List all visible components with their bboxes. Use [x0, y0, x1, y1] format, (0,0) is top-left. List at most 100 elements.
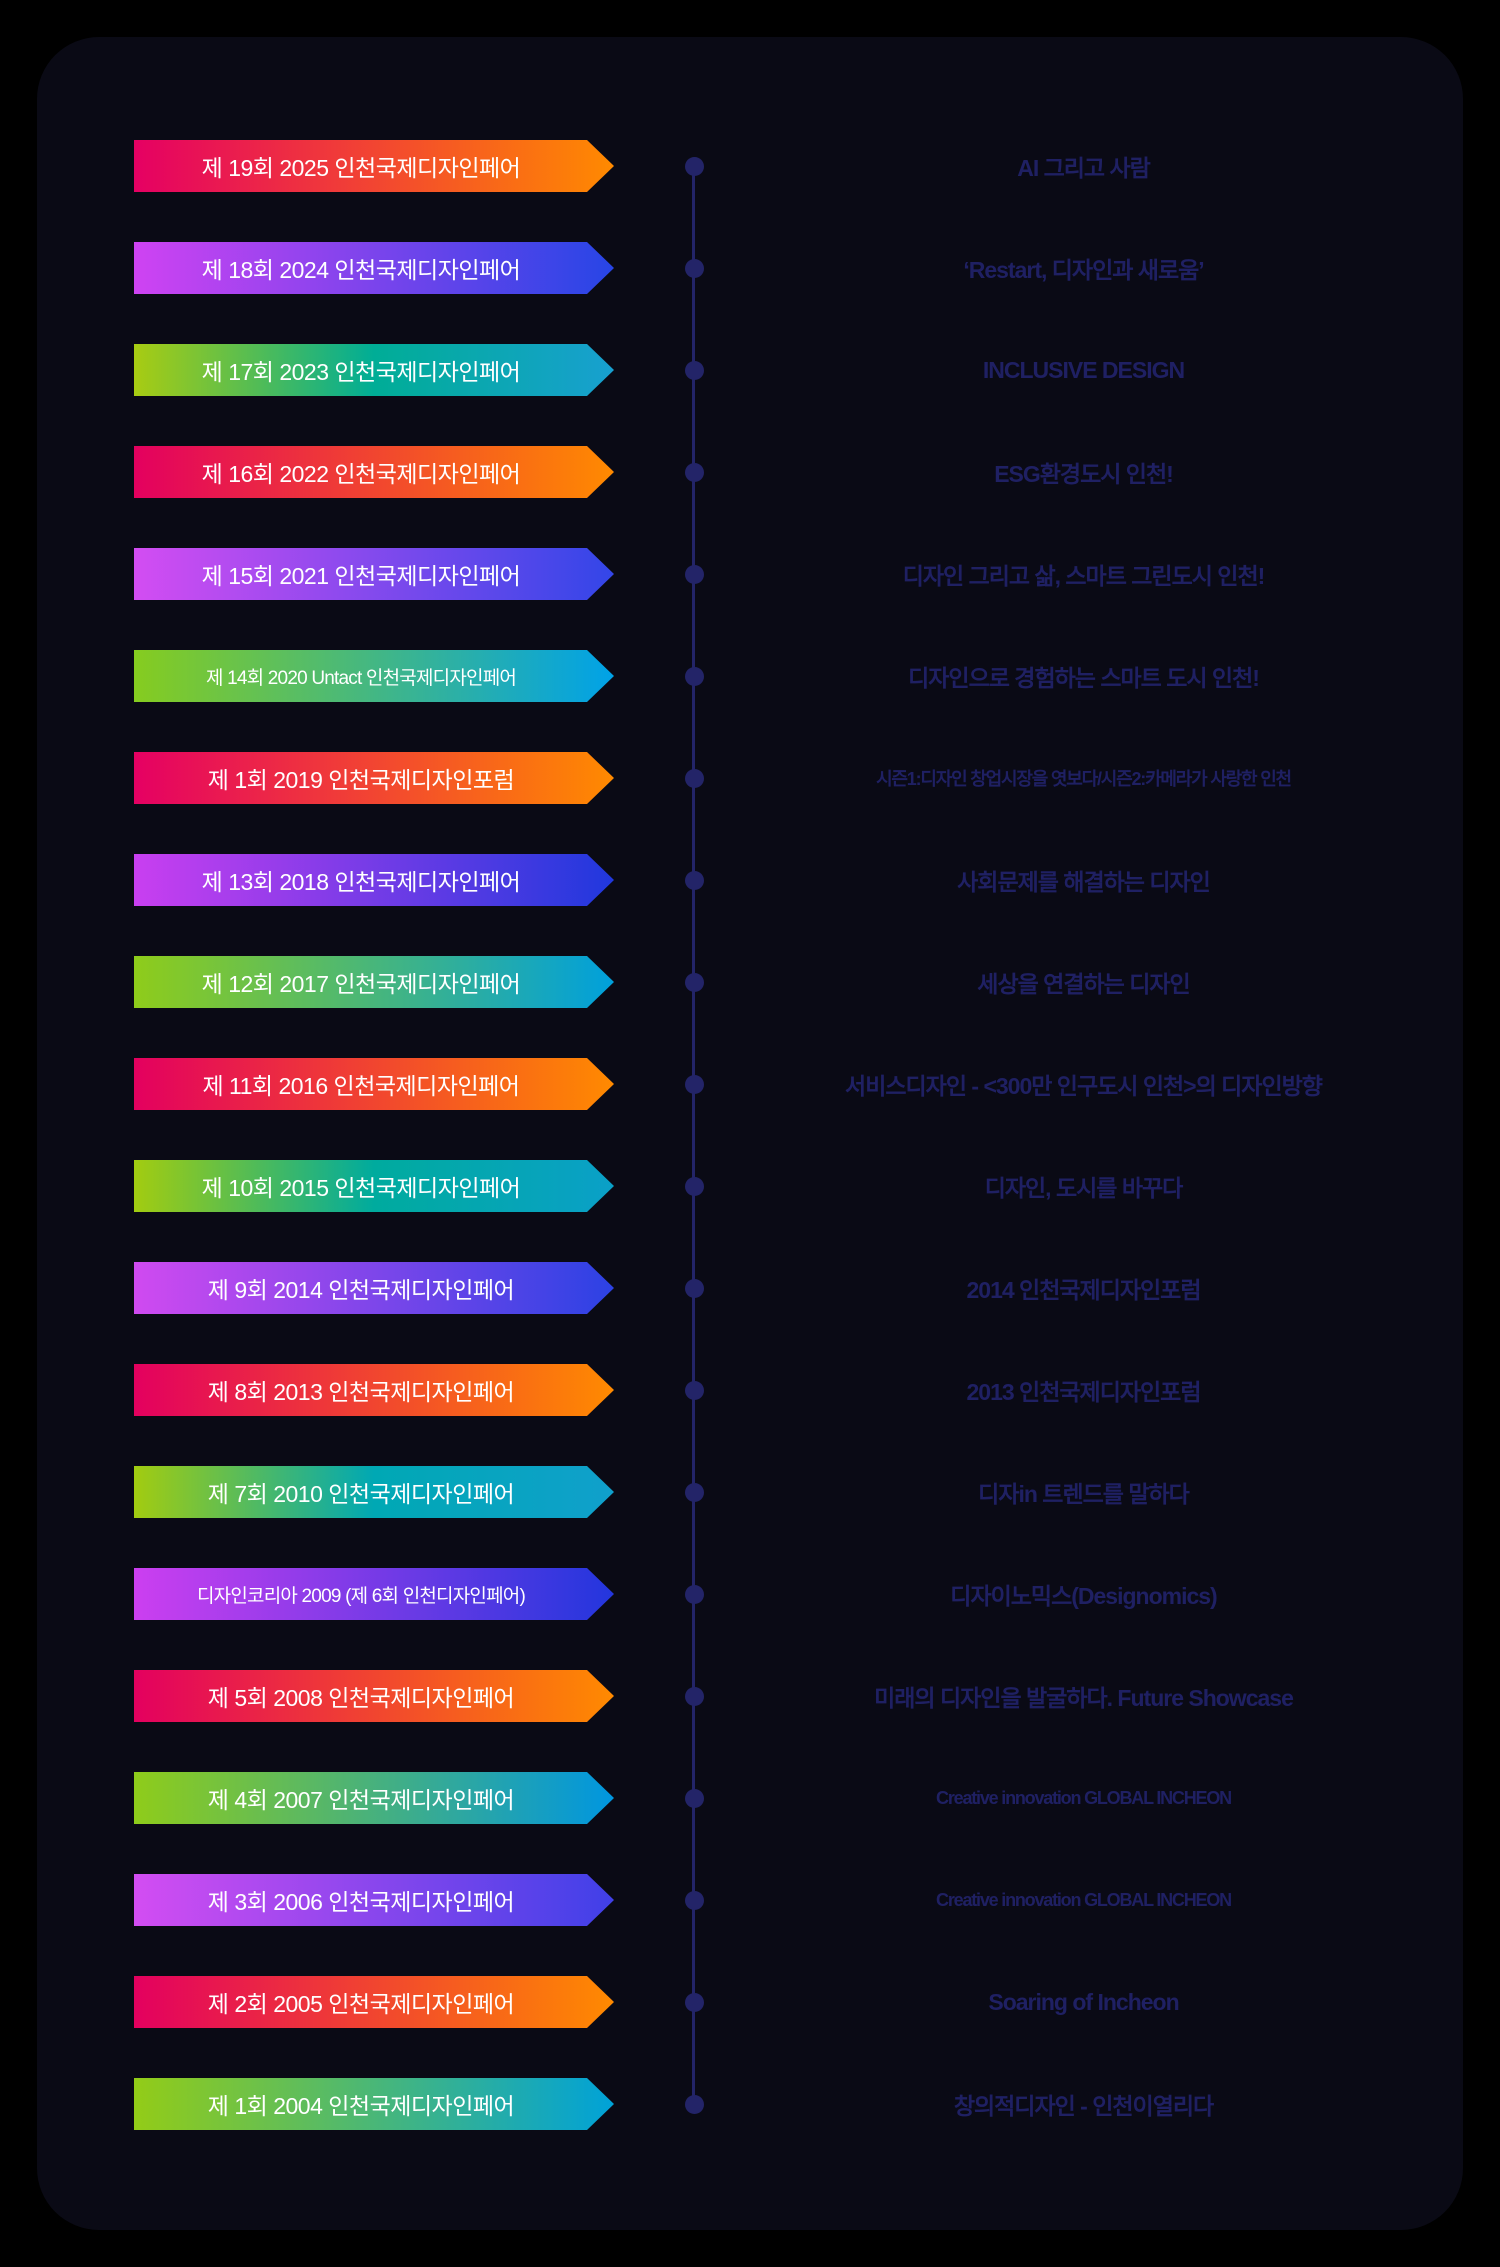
banner-cell: 제 5회 2008 인천국제디자인페어	[37, 1670, 614, 1722]
event-theme: 디자인으로 경험하는 스마트 도시 인천!	[908, 665, 1260, 691]
timeline-dot	[684, 360, 704, 380]
theme-cell: Soaring of Incheon	[774, 1989, 1463, 2016]
timeline-row: 제 10회 2015 인천국제디자인페어 디자인, 도시를 바꾸다	[37, 1135, 1463, 1237]
event-banner: 제 7회 2010 인천국제디자인페어	[134, 1466, 614, 1518]
event-theme: ‘Restart, 디자인과 새로움’	[963, 257, 1204, 283]
theme-cell: 디자이노믹스(Designomics)	[774, 1577, 1463, 1611]
banner-cell: 제 11회 2016 인천국제디자인페어	[37, 1058, 614, 1110]
timeline-dot	[684, 1992, 704, 2012]
timeline-dot	[684, 1890, 704, 1910]
timeline-dot	[684, 564, 704, 584]
timeline-dot	[684, 1176, 704, 1196]
event-banner-label: 제 5회 2008 인천국제디자인페어	[207, 1685, 515, 1711]
event-banner-label: 제 15회 2021 인천국제디자인페어	[201, 563, 521, 589]
event-banner: 제 18회 2024 인천국제디자인페어	[134, 242, 614, 294]
event-banner: 디자인코리아 2009 (제 6회 인천디자인페어)	[134, 1568, 614, 1620]
banner-cell: 제 1회 2019 인천국제디자인포럼	[37, 752, 614, 804]
event-banner-label: 제 9회 2014 인천국제디자인페어	[207, 1277, 515, 1303]
event-theme: Creative innovation GLOBAL INCHEON	[936, 1889, 1232, 1910]
event-banner: 제 19회 2025 인천국제디자인페어	[134, 140, 614, 192]
event-theme: 2013 인천국제디자인포럼	[966, 1379, 1202, 1405]
event-banner: 제 2회 2005 인천국제디자인페어	[134, 1976, 614, 2028]
timeline-dot	[684, 666, 704, 686]
event-banner-label: 제 18회 2024 인천국제디자인페어	[201, 257, 521, 283]
dot-cell	[614, 1890, 774, 1910]
event-banner: 제 15회 2021 인천국제디자인페어	[134, 548, 614, 600]
banner-cell: 제 1회 2004 인천국제디자인페어	[37, 2078, 614, 2130]
event-theme: 사회문제를 해결하는 디자인	[957, 869, 1211, 895]
theme-cell: 2013 인천국제디자인포럼	[774, 1373, 1463, 1407]
dot-cell	[614, 1788, 774, 1808]
timeline-dot	[684, 258, 704, 278]
theme-cell: ‘Restart, 디자인과 새로움’	[774, 251, 1463, 285]
dot-cell	[614, 564, 774, 584]
event-banner-label: 제 3회 2006 인천국제디자인페어	[207, 1889, 515, 1915]
dot-cell	[614, 1380, 774, 1400]
banner-cell: 제 18회 2024 인천국제디자인페어	[37, 242, 614, 294]
event-banner: 제 16회 2022 인천국제디자인페어	[134, 446, 614, 498]
event-banner-label: 제 1회 2004 인천국제디자인페어	[207, 2093, 515, 2119]
event-banner-label: 제 8회 2013 인천국제디자인페어	[207, 1379, 515, 1405]
timeline-row: 제 15회 2021 인천국제디자인페어 디자인 그리고 삶, 스마트 그린도시…	[37, 523, 1463, 625]
theme-cell: 디자in 트렌드를 말하다	[774, 1475, 1463, 1509]
event-banner: 제 3회 2006 인천국제디자인페어	[134, 1874, 614, 1926]
event-theme: ESG환경도시 인천!	[994, 461, 1174, 487]
timeline-row: 제 7회 2010 인천국제디자인페어 디자in 트렌드를 말하다	[37, 1441, 1463, 1543]
timeline-row: 제 11회 2016 인천국제디자인페어 서비스디자인 - <300만 인구도시…	[37, 1033, 1463, 1135]
timeline-row: 제 13회 2018 인천국제디자인페어 사회문제를 해결하는 디자인	[37, 829, 1463, 931]
theme-cell: Creative innovation GLOBAL INCHEON	[774, 1890, 1463, 1911]
theme-cell: ESG환경도시 인천!	[774, 455, 1463, 489]
event-theme: 디자이노믹스(Designomics)	[950, 1583, 1217, 1609]
theme-cell: 창의적디자인 - 인천이열리다	[774, 2087, 1463, 2121]
banner-cell: 제 4회 2007 인천국제디자인페어	[37, 1772, 614, 1824]
timeline-dot	[684, 1278, 704, 1298]
dot-cell	[614, 360, 774, 380]
event-theme: 서비스디자인 - <300만 인구도시 인천>의 디자인방향	[845, 1073, 1323, 1099]
banner-cell: 제 8회 2013 인천국제디자인페어	[37, 1364, 614, 1416]
event-theme: AI 그리고 사람	[1017, 155, 1151, 181]
dot-cell	[614, 1584, 774, 1604]
event-banner-label: 제 1회 2019 인천국제디자인포럼	[207, 767, 515, 793]
banner-cell: 제 16회 2022 인천국제디자인페어	[37, 446, 614, 498]
timeline-card: 제 19회 2025 인천국제디자인페어 AI 그리고 사람 제 18회 202…	[37, 37, 1463, 2230]
dot-cell	[614, 156, 774, 176]
event-theme: 디자인 그리고 삶, 스마트 그린도시 인천!	[902, 563, 1266, 589]
event-banner-label: 제 16회 2022 인천국제디자인페어	[201, 461, 521, 487]
event-theme: 2014 인천국제디자인포럼	[966, 1277, 1202, 1303]
event-theme: Soaring of Incheon	[988, 1988, 1179, 2015]
event-banner-label: 제 17회 2023 인천국제디자인페어	[201, 359, 521, 385]
event-theme: 디자인, 도시를 바꾸다	[984, 1175, 1184, 1201]
event-banner-label: 디자인코리아 2009 (제 6회 인천디자인페어)	[196, 1585, 525, 1607]
timeline-dot	[684, 1788, 704, 1808]
timeline-row: 제 17회 2023 인천국제디자인페어 INCLUSIVE DESIGN	[37, 319, 1463, 421]
event-banner: 제 4회 2007 인천국제디자인페어	[134, 1772, 614, 1824]
theme-cell: 세상을 연결하는 디자인	[774, 965, 1463, 999]
event-banner: 제 9회 2014 인천국제디자인페어	[134, 1262, 614, 1314]
event-theme: 미래의 디자인을 발굴하다. Future Showcase	[874, 1685, 1294, 1711]
timeline-dot	[684, 768, 704, 788]
timeline-dot	[684, 462, 704, 482]
theme-cell: AI 그리고 사람	[774, 149, 1463, 183]
theme-cell: 서비스디자인 - <300만 인구도시 인천>의 디자인방향	[774, 1067, 1463, 1101]
timeline-row: 디자인코리아 2009 (제 6회 인천디자인페어) 디자이노믹스(Design…	[37, 1543, 1463, 1645]
event-theme: 세상을 연결하는 디자인	[977, 971, 1190, 997]
theme-cell: 사회문제를 해결하는 디자인	[774, 863, 1463, 897]
timeline-row: 제 4회 2007 인천국제디자인페어 Creative innovation …	[37, 1747, 1463, 1849]
dot-cell	[614, 258, 774, 278]
timeline-dot	[684, 1482, 704, 1502]
event-banner: 제 14회 2020 Untact 인천국제디자인페어	[134, 650, 614, 702]
theme-cell: 디자인, 도시를 바꾸다	[774, 1169, 1463, 1203]
timeline-row: 제 14회 2020 Untact 인천국제디자인페어 디자인으로 경험하는 스…	[37, 625, 1463, 727]
event-banner-label: 제 11회 2016 인천국제디자인페어	[202, 1073, 520, 1099]
timeline-row: 제 19회 2025 인천국제디자인페어 AI 그리고 사람	[37, 115, 1463, 217]
timeline-row: 제 3회 2006 인천국제디자인페어 Creative innovation …	[37, 1849, 1463, 1951]
timeline-dot	[684, 1074, 704, 1094]
dot-cell	[614, 1482, 774, 1502]
event-banner: 제 12회 2017 인천국제디자인페어	[134, 956, 614, 1008]
timeline-list: 제 19회 2025 인천국제디자인페어 AI 그리고 사람 제 18회 202…	[37, 115, 1463, 2155]
banner-cell: 제 13회 2018 인천국제디자인페어	[37, 854, 614, 906]
dot-cell	[614, 1992, 774, 2012]
timeline-row: 제 9회 2014 인천국제디자인페어 2014 인천국제디자인포럼	[37, 1237, 1463, 1339]
event-banner-label: 제 14회 2020 Untact 인천국제디자인페어	[205, 667, 517, 689]
